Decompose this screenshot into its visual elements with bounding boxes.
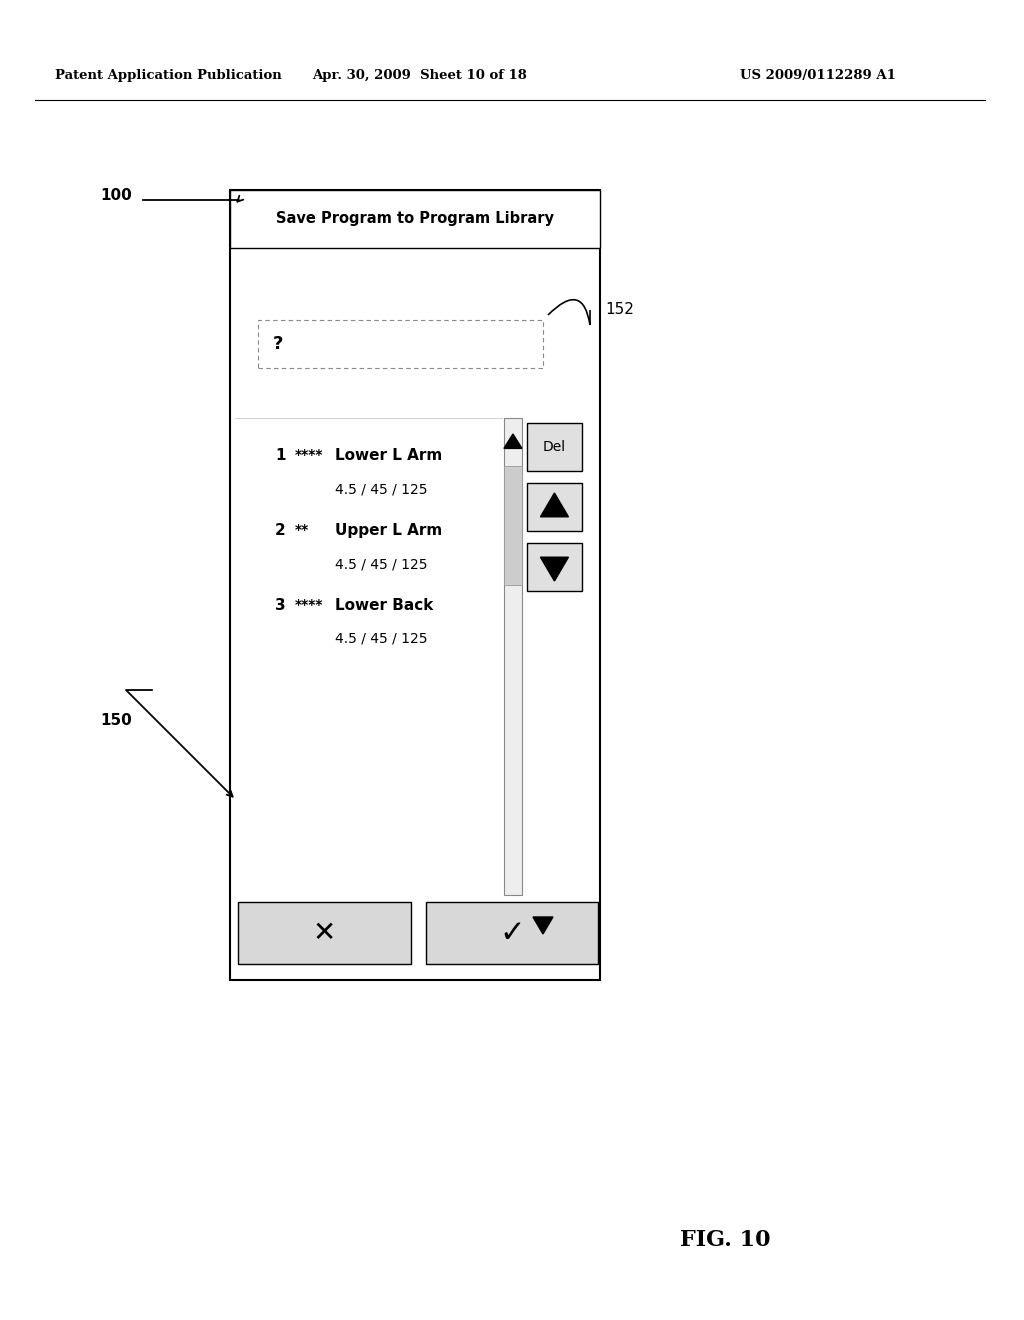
Text: **: ** (295, 523, 309, 537)
Bar (258, 319, 543, 368)
Polygon shape (541, 492, 568, 517)
Text: ?: ? (273, 335, 284, 352)
Text: 4.5 / 45 / 125: 4.5 / 45 / 125 (335, 632, 427, 645)
Bar (504, 903, 582, 945)
Text: Apr. 30, 2009  Sheet 10 of 18: Apr. 30, 2009 Sheet 10 of 18 (312, 69, 527, 82)
Polygon shape (541, 557, 568, 581)
Text: Lower Back: Lower Back (335, 598, 433, 612)
Bar (504, 418, 522, 895)
Text: 3: 3 (275, 598, 286, 612)
Bar (230, 190, 600, 979)
Text: 1: 1 (275, 447, 286, 463)
Text: US 2009/0112289 A1: US 2009/0112289 A1 (740, 69, 896, 82)
Text: 4.5 / 45 / 125: 4.5 / 45 / 125 (335, 557, 427, 572)
Text: 150: 150 (100, 713, 132, 727)
Text: Del: Del (543, 440, 566, 454)
Text: 2: 2 (275, 523, 286, 539)
Bar (527, 422, 582, 471)
Text: Save Program to Program Library: Save Program to Program Library (276, 211, 554, 227)
Bar (527, 483, 582, 531)
Text: ****: **** (295, 598, 324, 612)
Bar (527, 543, 582, 591)
Text: 4.5 / 45 / 125: 4.5 / 45 / 125 (335, 482, 427, 496)
Text: Upper L Arm: Upper L Arm (335, 523, 442, 539)
Text: FIG. 10: FIG. 10 (680, 1229, 770, 1251)
Text: Lower L Arm: Lower L Arm (335, 447, 442, 463)
Polygon shape (504, 434, 522, 449)
Text: ****: **** (295, 447, 324, 462)
Bar (504, 466, 522, 585)
Text: ✕: ✕ (312, 919, 336, 946)
Bar (230, 190, 600, 248)
Polygon shape (532, 917, 553, 935)
Text: 100: 100 (100, 187, 132, 202)
Bar (238, 902, 411, 964)
Bar (426, 902, 598, 964)
Text: 152: 152 (605, 302, 634, 318)
Text: ✓: ✓ (499, 919, 524, 948)
Text: Patent Application Publication: Patent Application Publication (55, 69, 282, 82)
